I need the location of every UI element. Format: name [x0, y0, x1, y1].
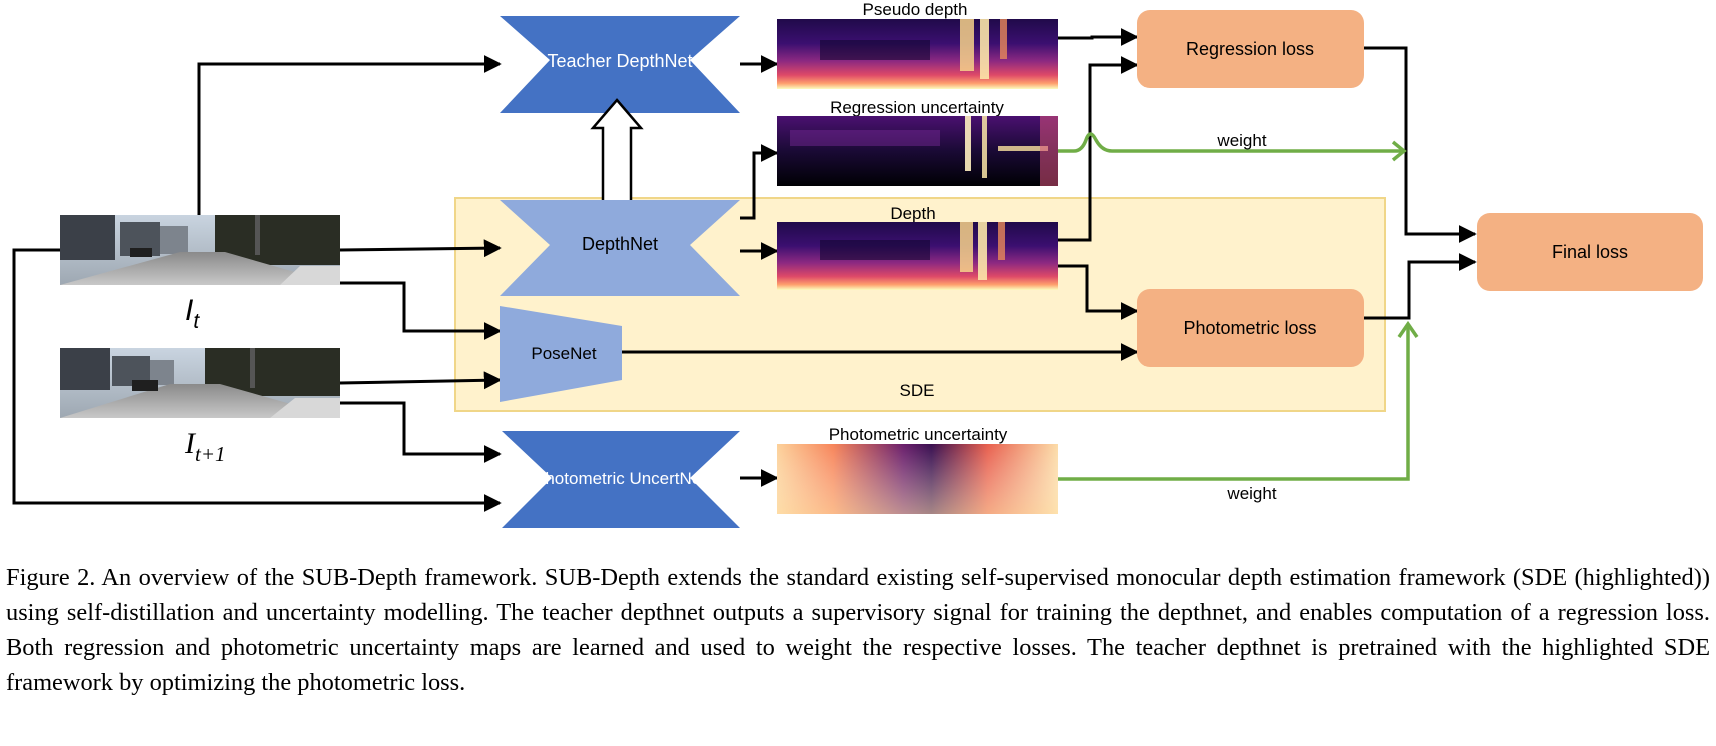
sde-label: SDE: [900, 381, 935, 400]
frame-next-label: It+1: [184, 427, 226, 466]
depth-title: Depth: [890, 204, 935, 223]
regression-loss-box: [1137, 10, 1364, 88]
regression-uncertainty-map: [777, 116, 1058, 186]
frame-next-image: [60, 348, 340, 418]
photometric-uncertnet-label: Photometric UncertNet: [534, 469, 706, 488]
weight-label-bottom: weight: [1226, 484, 1276, 503]
photometric-uncertainty-title: Photometric uncertainty: [829, 425, 1008, 444]
regression-uncertainty-title: Regression uncertainty: [830, 98, 1004, 117]
weight-label-top: weight: [1216, 131, 1266, 150]
framework-diagram: It It+1 Teacher DepthNet DepthNet PoseNe…: [12, 0, 1703, 528]
regression-loss-label: Regression loss: [1186, 39, 1314, 59]
photometric-uncertainty-map: [777, 444, 1058, 514]
figure-caption: Figure 2. An overview of the SUB-Depth f…: [6, 564, 1710, 696]
photometric-loss-label: Photometric loss: [1183, 318, 1316, 338]
photometric-loss-box: [1137, 289, 1364, 367]
pseudo-depth-map: [777, 19, 1058, 89]
posenet-label: PoseNet: [531, 344, 596, 363]
posenet-block: [500, 306, 622, 402]
pseudo-depth-title: Pseudo depth: [863, 0, 968, 19]
depthnet-label: DepthNet: [582, 234, 658, 254]
depthnet-block: [500, 200, 740, 296]
final-loss-box: [1477, 213, 1703, 291]
final-loss-label: Final loss: [1552, 242, 1628, 262]
depth-map: [777, 222, 1058, 290]
frame-current-label: It: [185, 294, 200, 333]
weight-arrows: [1058, 132, 1419, 481]
connection-arrows: [12, 28, 1477, 512]
teacher-depthnet-label: Teacher DepthNet: [547, 51, 692, 71]
frame-current-image: [60, 215, 340, 285]
teacher-depthnet-block: [500, 16, 740, 113]
photometric-uncertnet-block: [502, 431, 740, 528]
